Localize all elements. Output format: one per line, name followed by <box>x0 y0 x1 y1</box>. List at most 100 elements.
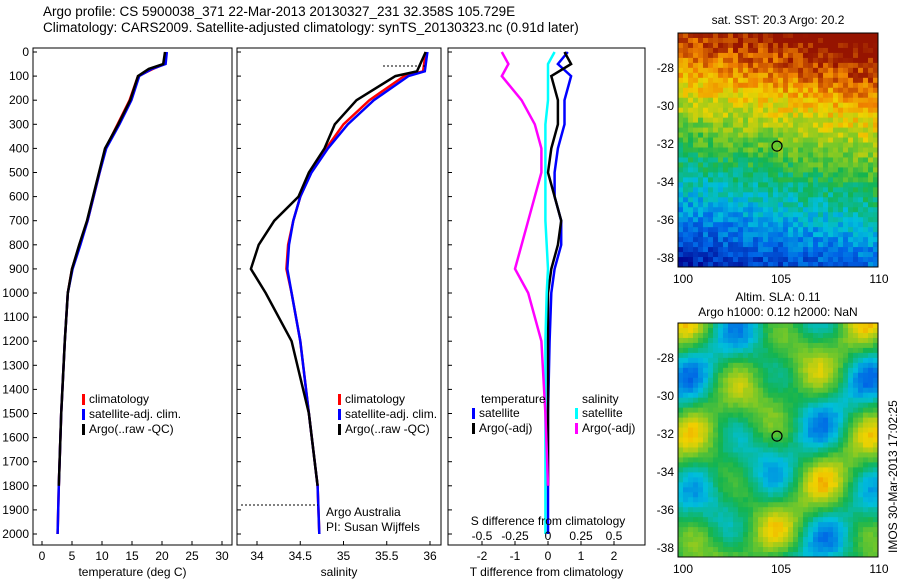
x-tick-label: 25 <box>185 549 199 563</box>
legend-t-label: satellite <box>479 406 520 420</box>
legend-1-label: Argo(..raw -QC) <box>89 422 174 436</box>
x-tick-label: 10 <box>95 549 109 563</box>
legend-s-swatch <box>575 423 578 434</box>
timestamp-footer: IMOS 30-Mar-2013 17:02:25 <box>886 400 900 553</box>
axes-panel-1 <box>32 47 233 546</box>
series-s-satellite <box>544 51 556 534</box>
y-tick-label: -30 <box>657 389 675 403</box>
legend-s-title: salinity <box>582 392 619 406</box>
axes-panel-3 <box>447 47 646 546</box>
series-t-satellite <box>546 51 573 534</box>
legend-s-swatch <box>575 408 578 419</box>
y-tick-label: -38 <box>657 541 675 555</box>
x-tick-label: 35.5 <box>375 549 399 563</box>
x-tick-label: 34 <box>250 549 264 563</box>
x-axis-label: salinity <box>321 565 358 579</box>
series-argo <box>249 51 427 486</box>
series-argo <box>57 51 167 486</box>
series-satellite-adj-clim- <box>286 51 429 535</box>
x-tick-label: 0 <box>39 549 46 563</box>
x-tick-label: -1 <box>510 549 521 563</box>
y-tick-label: 600 <box>9 190 29 204</box>
sst-map-argo-location-marker <box>771 140 783 152</box>
x-tick-label: 36 <box>423 549 437 563</box>
y-tick-label: 100 <box>9 69 29 83</box>
credit-line-2: PI: Susan Wijffels <box>326 520 420 534</box>
sla-map-argo-location-marker <box>771 430 783 442</box>
legend-t-label: Argo(-adj) <box>479 421 532 435</box>
legend-2-swatch <box>338 409 341 420</box>
y-tick-label: -30 <box>657 99 675 113</box>
series-climatology <box>285 51 427 535</box>
legend-2-label: Argo(..raw -QC) <box>345 422 430 436</box>
y-tick-label: 1900 <box>2 503 29 517</box>
y-tick-label: 1200 <box>2 334 29 348</box>
series-satellite-adj-clim- <box>56 51 169 535</box>
x2-axis-label: S difference from climatology <box>471 514 626 528</box>
x2-tick-label: 0.5 <box>606 529 623 543</box>
y-tick-label: 800 <box>9 238 29 252</box>
legend-2-swatch <box>338 424 341 435</box>
credit-line-1: Argo Australia <box>326 505 401 519</box>
legend-2-swatch <box>338 394 341 405</box>
y-tick-label: 900 <box>9 262 29 276</box>
y-tick-label: -34 <box>657 465 675 479</box>
series-t-argo-adj- <box>546 51 573 486</box>
sla-map-title-2: Argo h1000: 0.12 h2000: NaN <box>698 305 857 319</box>
x-tick-label: 110 <box>869 562 888 576</box>
y-tick-label: 500 <box>9 166 29 180</box>
x2-tick-label: -0.5 <box>472 529 493 543</box>
legend-1-swatch <box>82 394 85 405</box>
x-tick-label: 100 <box>673 272 693 286</box>
y-tick-label: 1400 <box>2 382 29 396</box>
x-tick-label: 15 <box>125 549 139 563</box>
legend-s-label: satellite <box>582 406 623 420</box>
axes-panel-2 <box>236 47 442 546</box>
x-tick-label: 5 <box>69 549 76 563</box>
sst-map-title: sat. SST: 20.3 Argo: 20.2 <box>712 13 845 27</box>
x-tick-label: 34.5 <box>289 549 313 563</box>
title-line-1: Argo profile: CS 5900038_371 22-Mar-2013… <box>43 4 516 19</box>
y-tick-label: -28 <box>657 61 675 75</box>
x2-tick-label: 0.25 <box>569 529 593 543</box>
legend-1-label: climatology <box>89 392 149 406</box>
legend-t-title: temperature <box>481 392 546 406</box>
x-axis-label: T difference from climatology <box>470 565 624 579</box>
legend-1-swatch <box>82 424 85 435</box>
y-tick-label: -32 <box>657 137 675 151</box>
x-tick-label: 1 <box>578 549 585 563</box>
legend-1-swatch <box>82 409 85 420</box>
y-tick-label: 700 <box>9 214 29 228</box>
title-line-2: Climatology: CARS2009. Satellite-adjuste… <box>43 20 579 35</box>
y-tick-label: -34 <box>657 175 675 189</box>
y-tick-label: 2000 <box>2 527 29 541</box>
series-climatology <box>56 51 167 535</box>
x-axis-label: temperature (deg C) <box>78 565 186 579</box>
x-tick-label: 0 <box>545 549 552 563</box>
legend-s-label: Argo(-adj) <box>582 421 635 435</box>
y-tick-label: -38 <box>657 251 675 265</box>
y-tick-label: 1800 <box>2 479 29 493</box>
sst-map-cells <box>678 33 879 268</box>
y-tick-label: 1500 <box>2 407 29 421</box>
x-tick-label: 30 <box>215 549 229 563</box>
x-tick-label: 2 <box>611 549 618 563</box>
legend-1-label: satellite-adj. clim. <box>89 407 181 421</box>
x2-tick-label: -0.25 <box>501 529 529 543</box>
sla-map-title-1: Altim. SLA: 0.11 <box>735 290 820 304</box>
y-tick-label: -28 <box>657 351 675 365</box>
sst-map-axes <box>677 32 879 268</box>
series-s-argo-adj- <box>500 51 550 486</box>
legend-2-label: climatology <box>345 392 405 406</box>
legend-2-label: satellite-adj. clim. <box>345 407 437 421</box>
y-tick-label: -36 <box>657 213 675 227</box>
x-tick-label: 105 <box>771 272 791 286</box>
x-tick-label: -2 <box>477 549 488 563</box>
y-tick-label: 1300 <box>2 358 29 372</box>
sla-map-axes <box>677 322 879 558</box>
y-tick-label: 1100 <box>3 310 29 324</box>
x2-tick-label: 0 <box>545 529 552 543</box>
y-tick-label: 200 <box>9 93 29 107</box>
